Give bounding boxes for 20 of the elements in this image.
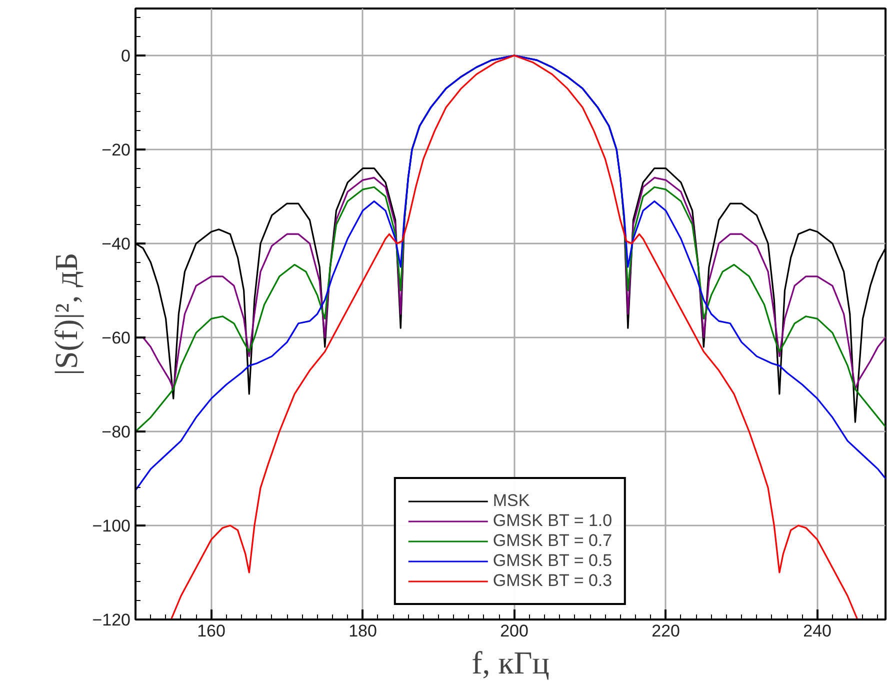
y-tick-label: −40 (102, 234, 131, 254)
x-axis-title: f, кГц (472, 644, 550, 680)
x-tick-label: 180 (348, 622, 377, 640)
y-tick-label: 0 (121, 46, 131, 66)
legend-label: GMSK BT = 0.5 (492, 551, 612, 571)
x-tick-label: 160 (197, 622, 226, 640)
legend-label: GMSK BT = 1.0 (492, 511, 612, 531)
legend-label: GMSK BT = 0.3 (492, 571, 612, 591)
line-series (170, 54, 858, 620)
y-tick-label: −60 (102, 328, 131, 348)
legend-label: GMSK BT = 0.7 (492, 531, 612, 551)
y-tick-label: −100 (92, 516, 131, 536)
legend-label: MSK (492, 491, 530, 511)
y-axis-title: |S(f)|², дБ (48, 252, 84, 376)
y-tick-label: −20 (102, 140, 131, 160)
x-tick-label: 220 (652, 622, 680, 640)
x-tick-label: 200 (500, 622, 528, 640)
y-tick-label: −80 (102, 422, 131, 442)
y-tick-label: −120 (92, 610, 131, 630)
x-tick-label: 240 (803, 622, 832, 640)
